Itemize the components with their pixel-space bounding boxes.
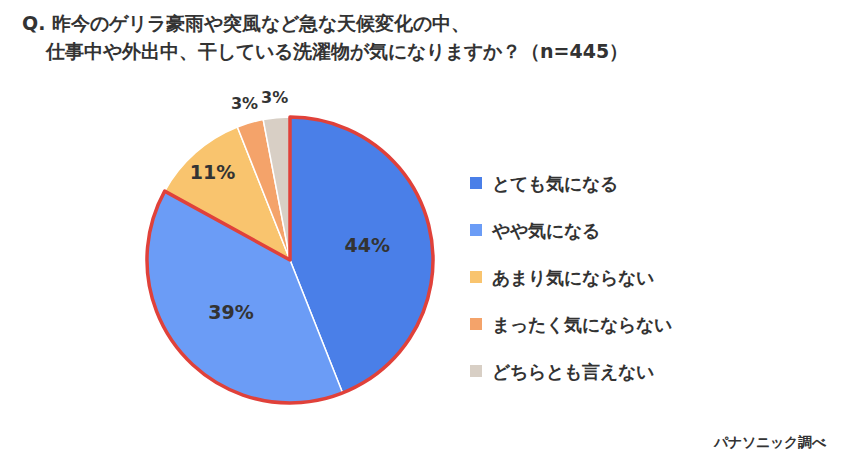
legend-label: あまり気にならない (492, 267, 654, 288)
legend-label: まったく気にならない (492, 314, 672, 335)
legend-label: やや気になる (491, 220, 600, 241)
title-line: Q. 昨今のゲリラ豪雨や突風など急な天候変化の中、 (22, 12, 470, 34)
legend-swatch (470, 224, 482, 236)
title: Q. 昨今のゲリラ豪雨や突風など急な天候変化の中、仕事中や外出中、干している洗濯… (22, 12, 628, 62)
highlight-outline (147, 117, 433, 403)
annotation: パナソニック調べ (713, 434, 827, 450)
legend-swatch (470, 177, 482, 189)
legend-swatch (470, 271, 482, 283)
title-line: 仕事中や外出中、干している洗濯物が気になりますか？（n=445） (45, 40, 628, 62)
data-label: 39% (208, 301, 253, 323)
data-label: 3% (261, 88, 288, 107)
chart: Q. 昨今のゲリラ豪雨や突風など急な天候変化の中、仕事中や外出中、干している洗濯… (0, 0, 844, 475)
data-label: 11% (190, 161, 235, 183)
pie: 44% 39% 11% 3%3% (147, 88, 433, 403)
legend-label: とても気になる (492, 173, 618, 194)
legend-swatch (470, 318, 482, 330)
legend: とても気になるやや気になるあまり気にならないまったく気にならないどちらとも言えな… (470, 173, 672, 382)
legend-label: どちらとも言えない (492, 361, 654, 382)
data-label: 3% (231, 94, 258, 113)
pie-slice (263, 117, 290, 260)
legend-swatch (470, 365, 482, 377)
data-label: 44% (345, 234, 390, 256)
